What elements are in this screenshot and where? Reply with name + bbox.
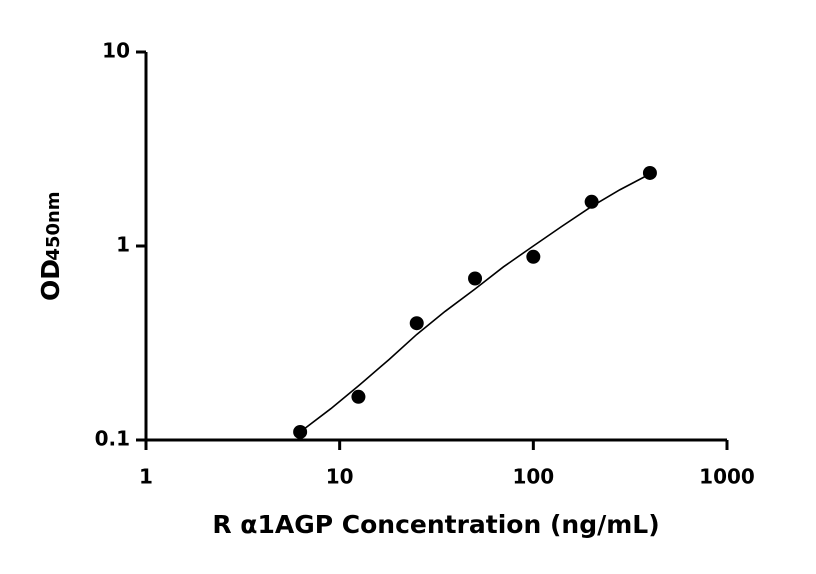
data-point bbox=[468, 271, 483, 286]
x-tick-label: 100 bbox=[512, 465, 554, 489]
y-axis-label: OD bbox=[36, 259, 65, 301]
y-axis-label-group: OD 450nm bbox=[36, 191, 65, 301]
y-tick-label: 10 bbox=[102, 39, 130, 63]
y-tick-label: 1 bbox=[116, 233, 130, 257]
data-point bbox=[642, 165, 657, 180]
data-point bbox=[584, 194, 599, 209]
x-axis-label: R α1AGP Concentration (ng/mL) bbox=[212, 510, 659, 539]
y-tick-label: 0.1 bbox=[95, 427, 130, 451]
data-point bbox=[293, 424, 308, 439]
x-tick-label: 1 bbox=[139, 465, 153, 489]
data-point bbox=[526, 249, 541, 264]
y-axis-label-sub: 450nm bbox=[43, 191, 64, 260]
x-tick-label: 1000 bbox=[699, 465, 755, 489]
data-point bbox=[351, 389, 366, 404]
x-tick-label: 10 bbox=[326, 465, 354, 489]
data-point bbox=[409, 316, 424, 331]
